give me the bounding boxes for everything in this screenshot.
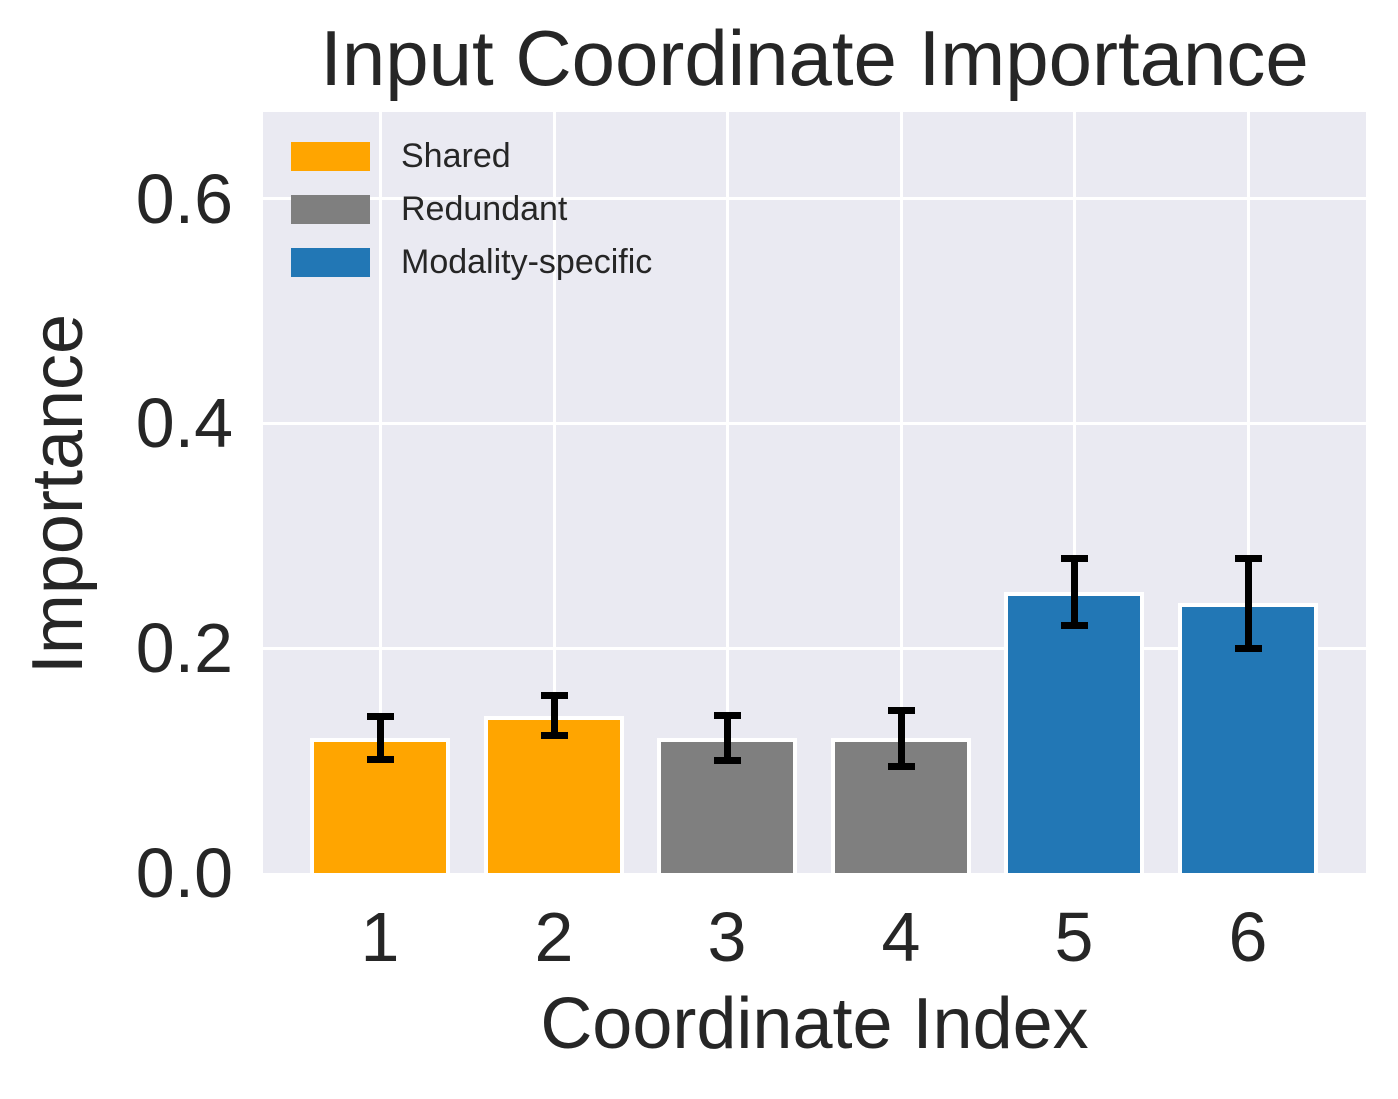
y-tick-label-0.2: 0.2 xyxy=(135,609,233,688)
error-bar-cap-bottom-6 xyxy=(1234,644,1262,652)
y-tick-label-0.6: 0.6 xyxy=(135,159,233,238)
legend-label-shared: Shared xyxy=(401,137,511,175)
legend: Shared Redundant Modality-specific xyxy=(291,137,653,301)
legend-item-shared: Shared xyxy=(291,137,652,175)
plot-area: Shared Redundant Modality-specific xyxy=(263,112,1366,873)
h-gridline-0.4 xyxy=(263,421,1366,425)
error-bar-cap-top-6 xyxy=(1234,554,1262,562)
legend-item-modality-specific: Modality-specific xyxy=(291,243,653,281)
x-tick-label-4: 4 xyxy=(881,898,921,976)
error-bar-line-2 xyxy=(550,695,558,736)
error-bar-line-1 xyxy=(376,716,384,760)
error-bar-cap-bottom-2 xyxy=(540,732,568,740)
y-tick-label-0.0: 0.0 xyxy=(135,834,233,912)
error-bar-line-3 xyxy=(723,715,731,761)
v-gridline-2 xyxy=(552,112,556,873)
x-tick-label-1: 1 xyxy=(360,898,400,976)
legend-label-redundant: Redundant xyxy=(401,190,568,228)
legend-swatch-shared xyxy=(291,142,370,171)
error-bar-line-6 xyxy=(1244,558,1252,649)
y-tick-label-0.4: 0.4 xyxy=(135,384,233,463)
error-bar-cap-top-4 xyxy=(887,706,915,714)
error-bar-cap-top-5 xyxy=(1060,554,1088,562)
x-tick-label-3: 3 xyxy=(707,898,747,976)
legend-swatch-modality-specific xyxy=(291,248,370,277)
error-bar-cap-bottom-3 xyxy=(713,757,741,765)
error-bar-cap-bottom-5 xyxy=(1060,622,1088,630)
x-tick-label-5: 5 xyxy=(1054,898,1094,976)
error-bar-line-5 xyxy=(1070,558,1078,626)
error-bar-cap-top-2 xyxy=(540,691,568,699)
v-gridline-1 xyxy=(378,112,382,873)
error-bar-cap-top-1 xyxy=(366,713,394,721)
x-axis-label: Coordinate Index xyxy=(540,984,1089,1064)
bar-coordinate-5 xyxy=(1004,591,1144,873)
error-bar-cap-bottom-1 xyxy=(366,755,394,763)
chart-title: Input Coordinate Importance xyxy=(320,14,1309,102)
v-gridline-4 xyxy=(899,112,903,873)
x-tick-label-6: 6 xyxy=(1228,898,1268,976)
v-gridline-3 xyxy=(725,112,729,873)
h-gridline-0.6 xyxy=(263,197,1366,201)
error-bar-cap-bottom-4 xyxy=(887,762,915,770)
error-bar-line-4 xyxy=(897,710,905,767)
v-gridline-5 xyxy=(1072,112,1076,873)
legend-label-modality-specific: Modality-specific xyxy=(401,243,653,281)
legend-item-redundant: Redundant xyxy=(291,190,652,228)
h-gridline-0.2 xyxy=(263,646,1366,650)
legend-swatch-redundant xyxy=(291,195,370,224)
x-tick-label-2: 2 xyxy=(534,898,574,976)
error-bar-cap-top-3 xyxy=(713,712,741,720)
v-gridline-6 xyxy=(1246,112,1250,873)
